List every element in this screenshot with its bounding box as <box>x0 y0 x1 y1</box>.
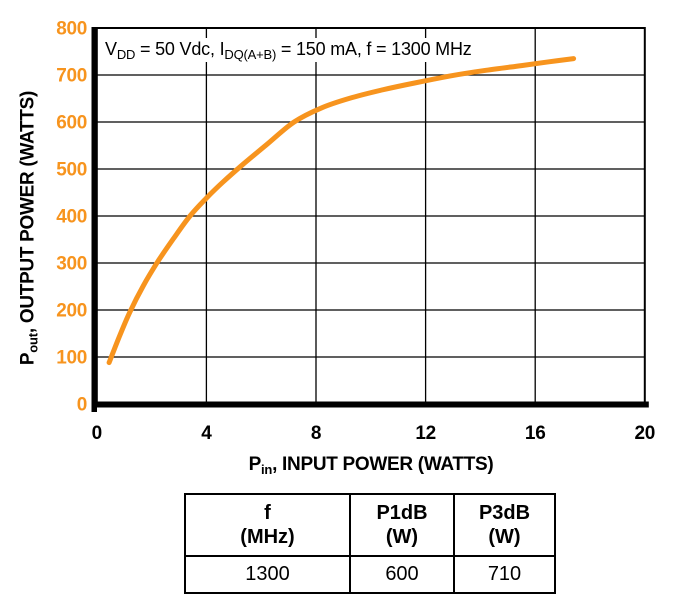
y-tick-label-700: 700 <box>56 66 87 87</box>
x-axis-line <box>91 401 649 408</box>
y-tick-label-600: 600 <box>56 113 87 134</box>
column-header-p3db: P3dB (W) <box>453 493 556 557</box>
header-line1: P3dB <box>478 502 531 524</box>
text-run: V <box>105 39 117 59</box>
x-axis-title: Pin, INPUT POWER (WATTS) <box>97 454 645 477</box>
x-tick-label-12: 12 <box>415 423 436 444</box>
subscript-text: DD <box>116 47 136 62</box>
column-header-frequency: f (MHz) <box>184 493 351 557</box>
x-tick-label-0: 0 <box>92 423 102 444</box>
header-line2: (MHz) <box>240 526 295 548</box>
y-tick-label-300: 300 <box>56 254 87 275</box>
text-run: = 150 mA, f = 1300 MHz <box>276 39 472 59</box>
y-tick-label-0: 0 <box>77 395 87 416</box>
text-run: P <box>17 352 39 366</box>
x-tick-label-8: 8 <box>311 423 321 444</box>
x-tick-label-16: 16 <box>525 423 546 444</box>
header-line2: (W) <box>385 526 419 548</box>
output-power-curve <box>106 56 577 366</box>
chart-canvas: 0 100 200 300 400 500 600 700 800 0 4 8 12 16 20 <box>56 19 656 445</box>
x-tick-label-4: 4 <box>201 423 212 444</box>
subscript-text: DQ(A+B) <box>224 47 277 62</box>
conditions-annotation: VDD = 50 Vdc, IDQ(A+B) = 150 mA, f = 130… <box>100 38 479 62</box>
table-header-row: f (MHz) P1dB (W) P3dB (W) <box>184 493 556 557</box>
table-row: 1300 600 710 <box>184 555 556 594</box>
power-parameters-table: f (MHz) P1dB (W) P3dB (W) 1300 600 710 <box>184 493 556 594</box>
y-tick-label-400: 400 <box>56 207 87 228</box>
text-run: I <box>219 39 225 59</box>
y-tick-label-800: 800 <box>56 19 87 40</box>
cell-p3db-value: 710 <box>453 555 556 594</box>
text-run: P <box>248 454 262 475</box>
y-tick-label-500: 500 <box>56 160 87 181</box>
text-run: = 50 Vdc, <box>135 39 220 59</box>
text-run: , OUTPUT POWER (WATTS) <box>17 90 39 334</box>
cell-frequency-value: 1300 <box>184 555 351 594</box>
y-tick-label-100: 100 <box>56 348 87 369</box>
text-run: , INPUT POWER (WATTS) <box>272 454 494 475</box>
subscript-text: in <box>260 462 273 477</box>
cell-p1db-value: 600 <box>349 555 455 594</box>
header-line1: P1dB <box>376 502 428 524</box>
header-line1: f <box>264 502 271 524</box>
x-tick-label-20: 20 <box>635 423 656 444</box>
header-line2: (W) <box>488 526 521 548</box>
y-tick-label-200: 200 <box>56 301 87 322</box>
y-axis-title: Pout, OUTPUT POWER (WATTS) <box>18 91 41 365</box>
y-axis-line <box>91 27 97 412</box>
column-header-p1db: P1dB (W) <box>349 493 455 557</box>
subscript-text: out <box>25 333 41 353</box>
